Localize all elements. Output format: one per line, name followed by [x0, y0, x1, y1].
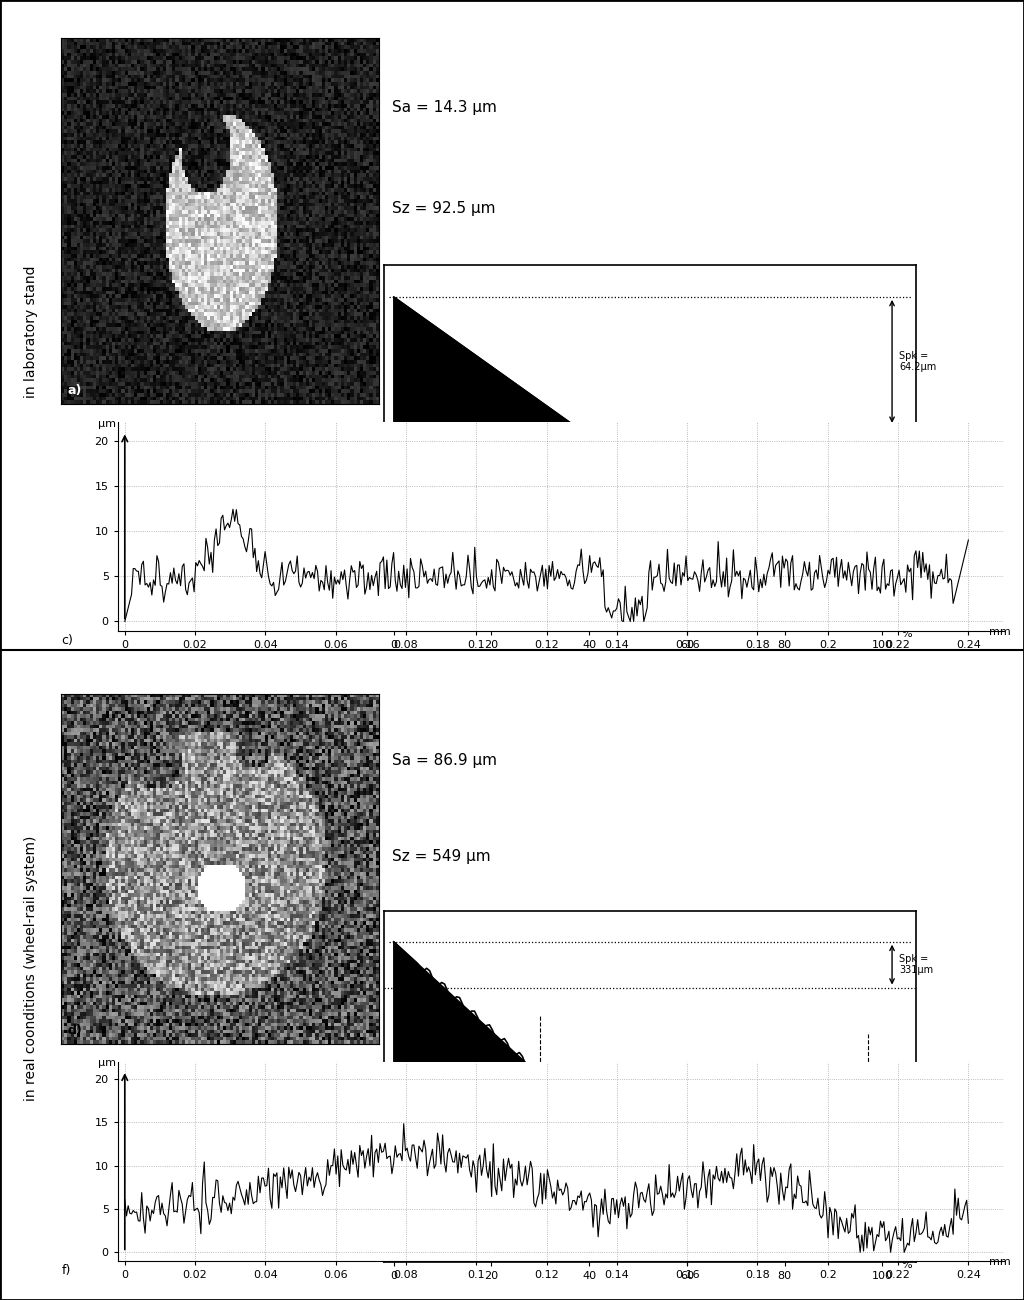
Text: %: % [902, 1260, 912, 1270]
Text: μm: μm [98, 1058, 116, 1067]
Polygon shape [867, 1122, 883, 1247]
Text: Sa = 86.9 μm: Sa = 86.9 μm [391, 753, 497, 768]
Text: in laboratory stand: in laboratory stand [24, 265, 38, 398]
Text: Spk =
331μm: Spk = 331μm [899, 954, 934, 975]
Text: Sk =
12.8μm: Sk = 12.8μm [347, 437, 384, 459]
Polygon shape [394, 941, 541, 1076]
Polygon shape [394, 296, 574, 426]
Text: a): a) [68, 384, 82, 396]
Text: d): d) [68, 1024, 83, 1037]
Text: Svk =
4.06μm: Svk = 4.06μm [853, 484, 890, 504]
Text: in real coonditions (wheel-rail system): in real coonditions (wheel-rail system) [24, 836, 38, 1101]
Text: c): c) [61, 634, 74, 647]
Text: Sk =
33.5μm: Sk = 33.5μm [307, 1086, 345, 1106]
Text: Sa = 14.3 μm: Sa = 14.3 μm [391, 100, 497, 116]
Text: mm: mm [989, 627, 1011, 637]
Text: %: % [902, 629, 912, 640]
Text: Sz = 92.5 μm: Sz = 92.5 μm [391, 202, 496, 216]
Text: Svk =
239μm: Svk = 239μm [899, 1174, 934, 1195]
Text: μm: μm [98, 419, 116, 429]
Text: Spk =
64.2μm: Spk = 64.2μm [899, 351, 937, 372]
Text: mm: mm [989, 1257, 1011, 1268]
Text: Sz = 549 μm: Sz = 549 μm [391, 849, 490, 864]
Text: f): f) [61, 1264, 71, 1277]
